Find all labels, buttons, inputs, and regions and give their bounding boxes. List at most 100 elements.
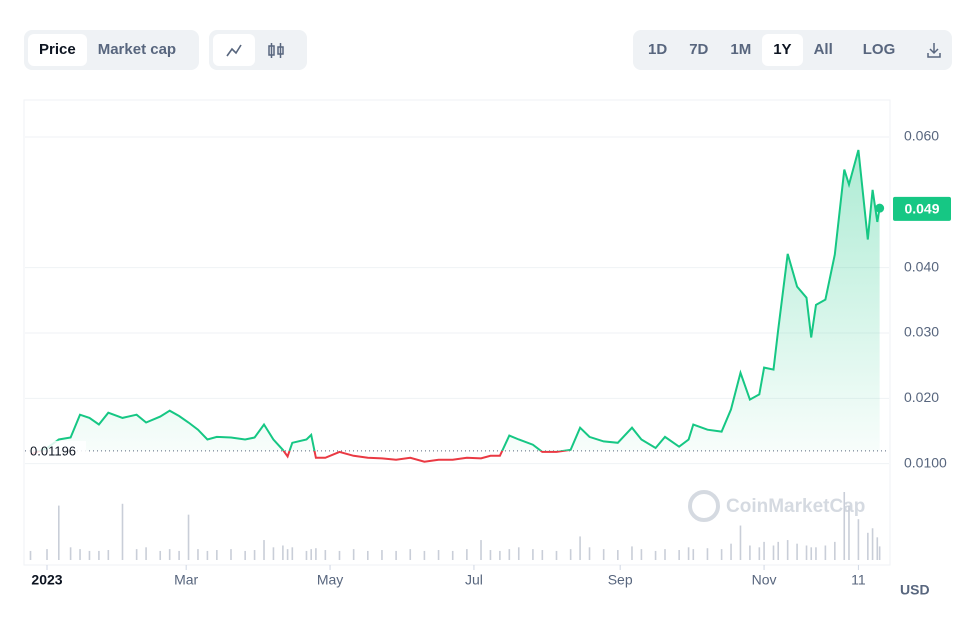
volume-bar bbox=[654, 550, 657, 560]
volume-bar bbox=[796, 543, 798, 560]
x-tick-label: Nov bbox=[752, 572, 777, 588]
y-tick-label: 0.060 bbox=[904, 128, 939, 144]
volume-bar bbox=[815, 547, 817, 560]
volume-bar bbox=[749, 545, 751, 560]
volume-bar bbox=[532, 549, 534, 560]
volume-bar bbox=[178, 550, 180, 560]
x-tick-label: May bbox=[317, 572, 343, 588]
x-tick-label: Sep bbox=[608, 572, 633, 588]
volume-bar bbox=[58, 505, 60, 560]
volume-bar bbox=[843, 492, 846, 560]
volume-bar bbox=[244, 550, 246, 560]
volume-bar bbox=[555, 550, 558, 560]
range-button[interactable]: 1M bbox=[730, 41, 752, 58]
volume-bar bbox=[88, 550, 91, 560]
volume-bar bbox=[466, 549, 468, 560]
volume-bar bbox=[706, 548, 709, 560]
y-tick-label: 0.020 bbox=[904, 389, 939, 405]
volume-bar bbox=[489, 550, 492, 560]
volume-bar bbox=[871, 528, 874, 560]
volume-bar bbox=[107, 550, 110, 560]
volume-bar bbox=[569, 549, 572, 560]
volume-bar bbox=[291, 547, 294, 560]
last-point bbox=[875, 203, 885, 213]
y-tick-label: 0.030 bbox=[904, 324, 939, 340]
range-group: 1D 7D 1M 1Y All LOG bbox=[633, 30, 952, 70]
volume-bar bbox=[720, 549, 723, 560]
volume-bar bbox=[687, 547, 690, 560]
line-chart-button[interactable] bbox=[213, 34, 255, 66]
volume-bar bbox=[824, 545, 827, 560]
watermark: CoinMarketCap bbox=[688, 490, 865, 522]
tab[interactable]: Price bbox=[28, 34, 87, 66]
volume-bar bbox=[617, 550, 619, 560]
x-tick-label: Mar bbox=[174, 572, 198, 588]
volume-bar bbox=[46, 549, 48, 560]
tab-group: Price Market cap bbox=[24, 30, 199, 70]
volume-bar bbox=[640, 549, 643, 560]
volume-bar bbox=[857, 519, 860, 560]
volume-bar bbox=[79, 549, 81, 560]
download-icon bbox=[927, 43, 941, 58]
volume-bar bbox=[772, 545, 775, 560]
volume-bar bbox=[602, 549, 605, 560]
watermark-text: CoinMarketCap bbox=[726, 496, 865, 517]
volume-bar bbox=[678, 550, 680, 560]
volume-bar bbox=[409, 549, 412, 560]
volume-bar bbox=[423, 550, 426, 560]
volume-bar bbox=[305, 550, 308, 560]
volume-bar bbox=[263, 540, 265, 560]
x-tick-label: 11 bbox=[851, 572, 866, 588]
volume-bar bbox=[541, 550, 544, 560]
volume-bar bbox=[451, 550, 454, 560]
currency-label: USD bbox=[900, 582, 930, 598]
volume-bar bbox=[579, 536, 581, 560]
volume-bar bbox=[121, 503, 124, 560]
volume-bar bbox=[98, 550, 100, 560]
range-button[interactable]: 1D bbox=[648, 41, 668, 58]
volume-bar bbox=[758, 547, 761, 560]
x-tick-label: 2023 bbox=[31, 572, 62, 588]
volume-bar bbox=[159, 550, 162, 560]
download-button[interactable] bbox=[914, 34, 954, 66]
volume-bar bbox=[352, 549, 355, 560]
volume-bar bbox=[366, 550, 369, 560]
volume-bar bbox=[517, 547, 520, 560]
volume-bar bbox=[381, 550, 383, 560]
range-button[interactable]: 7D bbox=[689, 41, 709, 58]
volume-bar bbox=[848, 505, 850, 560]
volume-bar bbox=[763, 541, 765, 560]
candle-chart-button[interactable] bbox=[255, 34, 297, 66]
volume-bar bbox=[786, 540, 789, 560]
volume-bar bbox=[730, 543, 732, 560]
volume-bar bbox=[437, 550, 440, 560]
candle-icon bbox=[268, 43, 284, 58]
volume-bar bbox=[187, 514, 190, 560]
volume-bar bbox=[480, 540, 482, 560]
volume-bar bbox=[395, 550, 397, 560]
volume-bar bbox=[272, 547, 275, 560]
volume-bar bbox=[197, 549, 199, 560]
volume-bar bbox=[810, 547, 813, 560]
volume-bar bbox=[310, 549, 312, 560]
price-badge bbox=[893, 196, 951, 221]
volume-bar bbox=[692, 549, 695, 560]
price-line-up bbox=[37, 149, 881, 451]
volume-bar bbox=[286, 549, 289, 560]
volume-bar bbox=[338, 550, 341, 560]
volume-bar bbox=[508, 549, 511, 560]
volume-bar bbox=[324, 550, 327, 560]
volume-bar bbox=[777, 541, 780, 560]
volume-bar bbox=[282, 545, 284, 560]
baseline-label-bg bbox=[26, 440, 86, 461]
tab[interactable]: Market cap bbox=[97, 41, 177, 58]
range-button[interactable]: 1Y bbox=[762, 34, 803, 66]
range-button[interactable]: All bbox=[813, 41, 833, 58]
volume-bar bbox=[168, 549, 171, 560]
volume-bar bbox=[135, 549, 138, 560]
y-tick-label: 0.040 bbox=[904, 258, 939, 274]
log-button[interactable]: LOG bbox=[862, 41, 896, 58]
volume-bar bbox=[69, 547, 72, 560]
